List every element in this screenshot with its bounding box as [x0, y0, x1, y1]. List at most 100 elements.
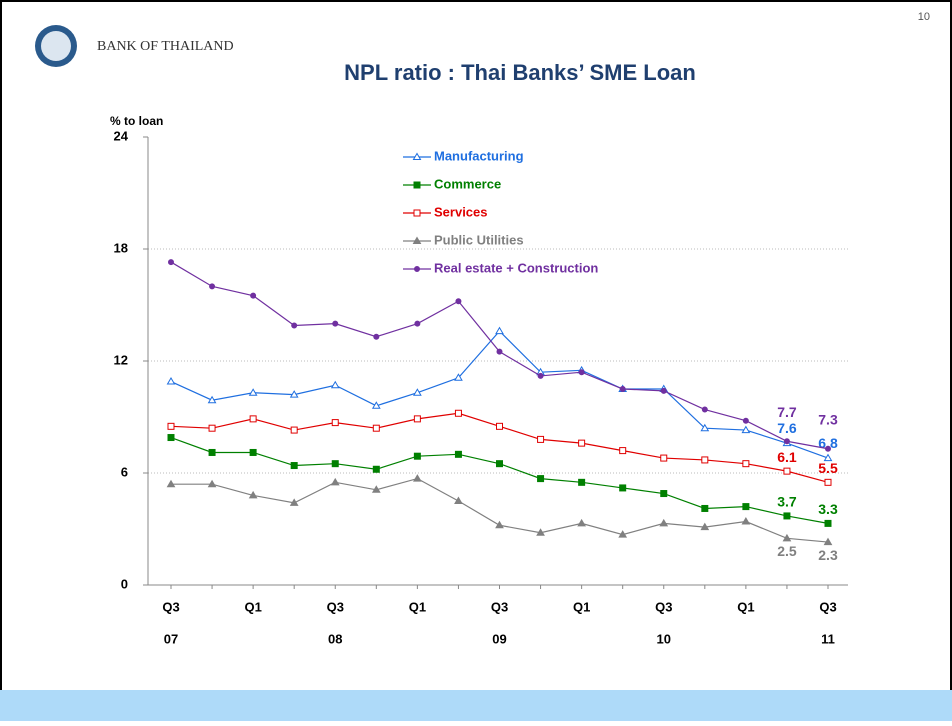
marker — [290, 462, 298, 470]
legend-marker — [413, 181, 421, 189]
marker — [742, 460, 750, 468]
x-year-label: 10 — [657, 631, 671, 646]
marker — [250, 292, 257, 299]
marker — [536, 528, 545, 536]
marker — [166, 479, 176, 488]
marker — [291, 322, 298, 329]
marker — [168, 259, 174, 266]
marker — [825, 445, 831, 452]
marker — [700, 522, 710, 531]
legend-label: Services — [434, 204, 488, 219]
legend-label: Real estate + Construction — [434, 260, 598, 275]
marker — [824, 478, 832, 486]
marker — [660, 387, 667, 394]
footer-bar — [0, 690, 952, 721]
marker — [208, 424, 216, 432]
marker — [371, 485, 381, 493]
marker — [454, 496, 463, 504]
marker — [331, 460, 339, 468]
marker — [496, 460, 503, 468]
marker — [782, 533, 792, 542]
marker — [619, 386, 626, 392]
marker — [578, 478, 586, 486]
marker — [741, 425, 751, 434]
marker — [537, 475, 545, 483]
marker — [413, 388, 422, 396]
marker — [741, 517, 751, 525]
x-tick-label: Q3 — [819, 599, 836, 614]
marker — [372, 465, 380, 473]
marker — [701, 504, 709, 512]
marker — [249, 415, 257, 423]
legend-marker — [414, 266, 420, 272]
marker — [209, 283, 216, 290]
marker — [454, 373, 463, 381]
legend-marker — [412, 152, 422, 160]
marker — [332, 320, 339, 327]
marker — [289, 390, 299, 398]
marker — [249, 448, 257, 456]
y-tick-label: 0 — [121, 576, 128, 591]
x-year-label: 08 — [328, 631, 342, 646]
marker — [207, 479, 217, 488]
y-tick-label: 6 — [121, 464, 128, 479]
marker — [619, 447, 627, 455]
marker — [783, 512, 791, 520]
legend-marker — [413, 209, 421, 217]
marker — [248, 490, 258, 499]
marker — [413, 415, 421, 423]
data-label: 6.8 — [818, 435, 838, 451]
data-label: 2.3 — [818, 547, 838, 563]
marker — [413, 474, 422, 482]
marker — [414, 320, 421, 327]
marker — [824, 519, 832, 527]
x-year-label: 11 — [821, 631, 835, 646]
x-tick-label: Q3 — [162, 599, 179, 614]
marker — [371, 401, 381, 409]
marker — [496, 422, 503, 430]
marker — [537, 372, 544, 379]
x-tick-label: Q1 — [737, 599, 754, 614]
data-label: 7.6 — [777, 420, 797, 436]
marker — [372, 424, 380, 432]
marker — [660, 490, 668, 498]
marker — [208, 448, 216, 456]
x-tick-label: Q3 — [327, 599, 344, 614]
data-label: 3.3 — [818, 501, 838, 517]
marker — [701, 456, 709, 464]
marker — [290, 426, 298, 434]
x-tick-label: Q3 — [655, 599, 672, 614]
marker — [659, 518, 669, 527]
marker — [742, 417, 749, 424]
x-tick-label: Q1 — [244, 599, 261, 614]
marker — [331, 419, 339, 427]
marker — [330, 380, 340, 389]
marker — [248, 388, 258, 396]
data-label: 6.1 — [777, 449, 797, 465]
marker — [700, 423, 710, 432]
marker — [495, 326, 504, 335]
marker — [413, 452, 421, 460]
x-tick-label: Q1 — [573, 599, 590, 614]
marker — [742, 503, 750, 511]
x-tick-label: Q1 — [409, 599, 426, 614]
org-name: BANK OF THAILAND — [97, 39, 234, 54]
page-number: 10 — [918, 11, 930, 23]
marker — [823, 453, 833, 462]
marker — [207, 395, 217, 404]
x-tick-label: Q3 — [491, 599, 508, 614]
legend-label: Manufacturing — [434, 148, 524, 163]
data-label: 3.7 — [777, 494, 797, 510]
marker — [660, 454, 668, 462]
marker — [454, 450, 462, 458]
marker — [166, 377, 176, 385]
data-label: 7.3 — [818, 411, 838, 427]
marker — [577, 518, 586, 527]
marker — [537, 435, 545, 443]
marker — [783, 438, 790, 445]
marker — [578, 439, 586, 447]
marker — [578, 369, 585, 376]
marker — [167, 434, 175, 442]
marker — [496, 348, 503, 355]
